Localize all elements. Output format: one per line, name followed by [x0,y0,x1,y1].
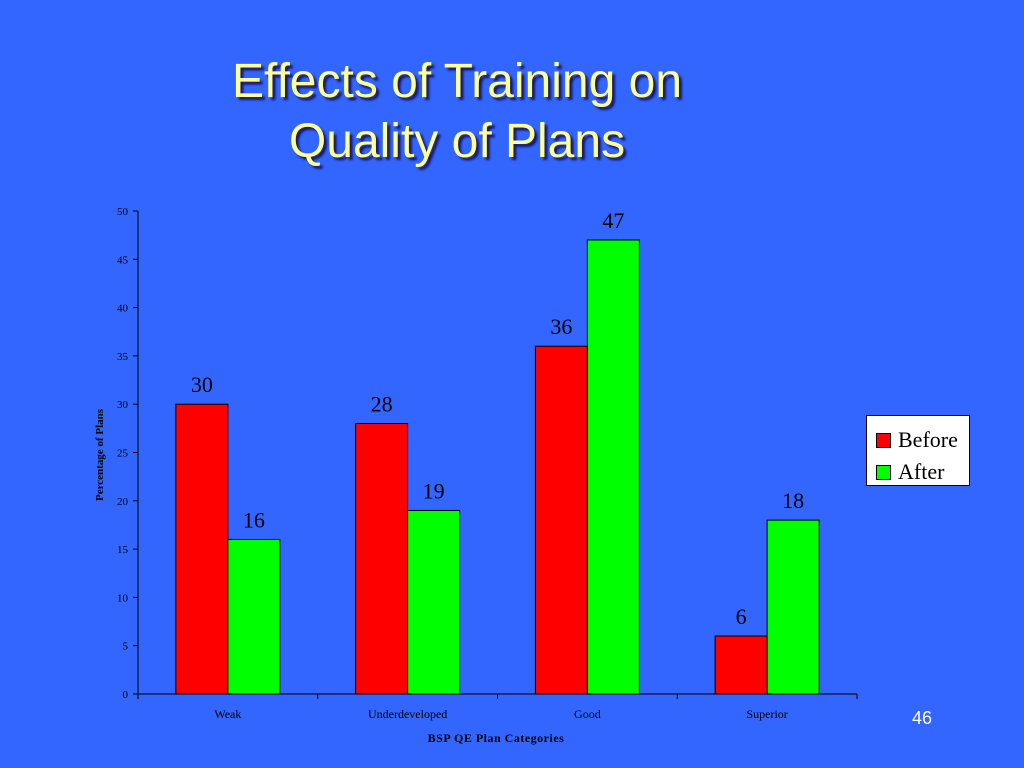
legend-item-before: Before [876,424,969,456]
data-label-before-underdeveloped: 28 [371,392,393,417]
y-tick-label: 40 [117,303,129,315]
x-tick-label: Underdeveloped [368,707,447,721]
data-label-after-superior: 18 [782,488,804,513]
legend-label-before: Before [898,427,958,452]
x-tick-label: Good [574,707,601,721]
slide-title-line-1: Effects of Training on [231,55,683,108]
y-tick-label: 0 [123,689,129,701]
data-label-after-good: 47 [602,208,624,233]
page-number: 46 [912,708,933,728]
data-label-before-weak: 30 [191,372,213,397]
y-tick-label: 5 [123,641,129,653]
data-label-before-superior: 6 [736,604,747,629]
y-tick-label: 50 [117,206,129,218]
data-labels: 30 16 28 19 36 47 6 18 [191,208,804,629]
x-tick-label: Weak [214,707,241,721]
slide-title-line-2: Quality of Plans [288,115,626,168]
data-label-after-underdeveloped: 19 [423,478,445,503]
bar-before-superior [714,635,768,695]
x-axis-title: BSP QE Plan Categories [428,731,565,745]
y-tick-label: 25 [117,448,129,460]
bar-after-weak [227,538,281,695]
bars [175,239,820,695]
legend-swatch-before [876,432,891,448]
bar-before-good [534,345,588,695]
y-axis: 0 5 10 15 20 25 30 35 40 45 50 [117,206,139,701]
legend-swatch-after [876,464,891,480]
bar-after-underdeveloped [407,509,461,695]
y-tick-label: 45 [117,254,129,266]
legend-label-after: After [898,459,945,484]
y-tick-label: 30 [117,399,129,411]
x-tick-label: Superior [746,707,787,721]
y-tick-label: 35 [117,351,129,363]
y-tick-label: 20 [117,496,129,508]
legend-item-after: After [876,456,969,488]
bar-after-good [586,239,640,695]
y-axis-title: Percentage of Plans [94,408,106,501]
data-label-before-good: 36 [550,314,572,339]
bar-before-underdeveloped [355,423,409,695]
chart-legend: Before After [866,415,970,486]
bar-after-superior [766,519,820,695]
y-tick-label: 10 [117,592,129,604]
bar-before-weak [175,403,229,695]
slide-title: Effects of Training on Quality of Plans [0,52,914,172]
y-tick-label: 15 [117,544,129,556]
data-label-after-weak: 16 [243,507,265,532]
x-axis: Weak Underdeveloped Good Superior [137,693,858,721]
